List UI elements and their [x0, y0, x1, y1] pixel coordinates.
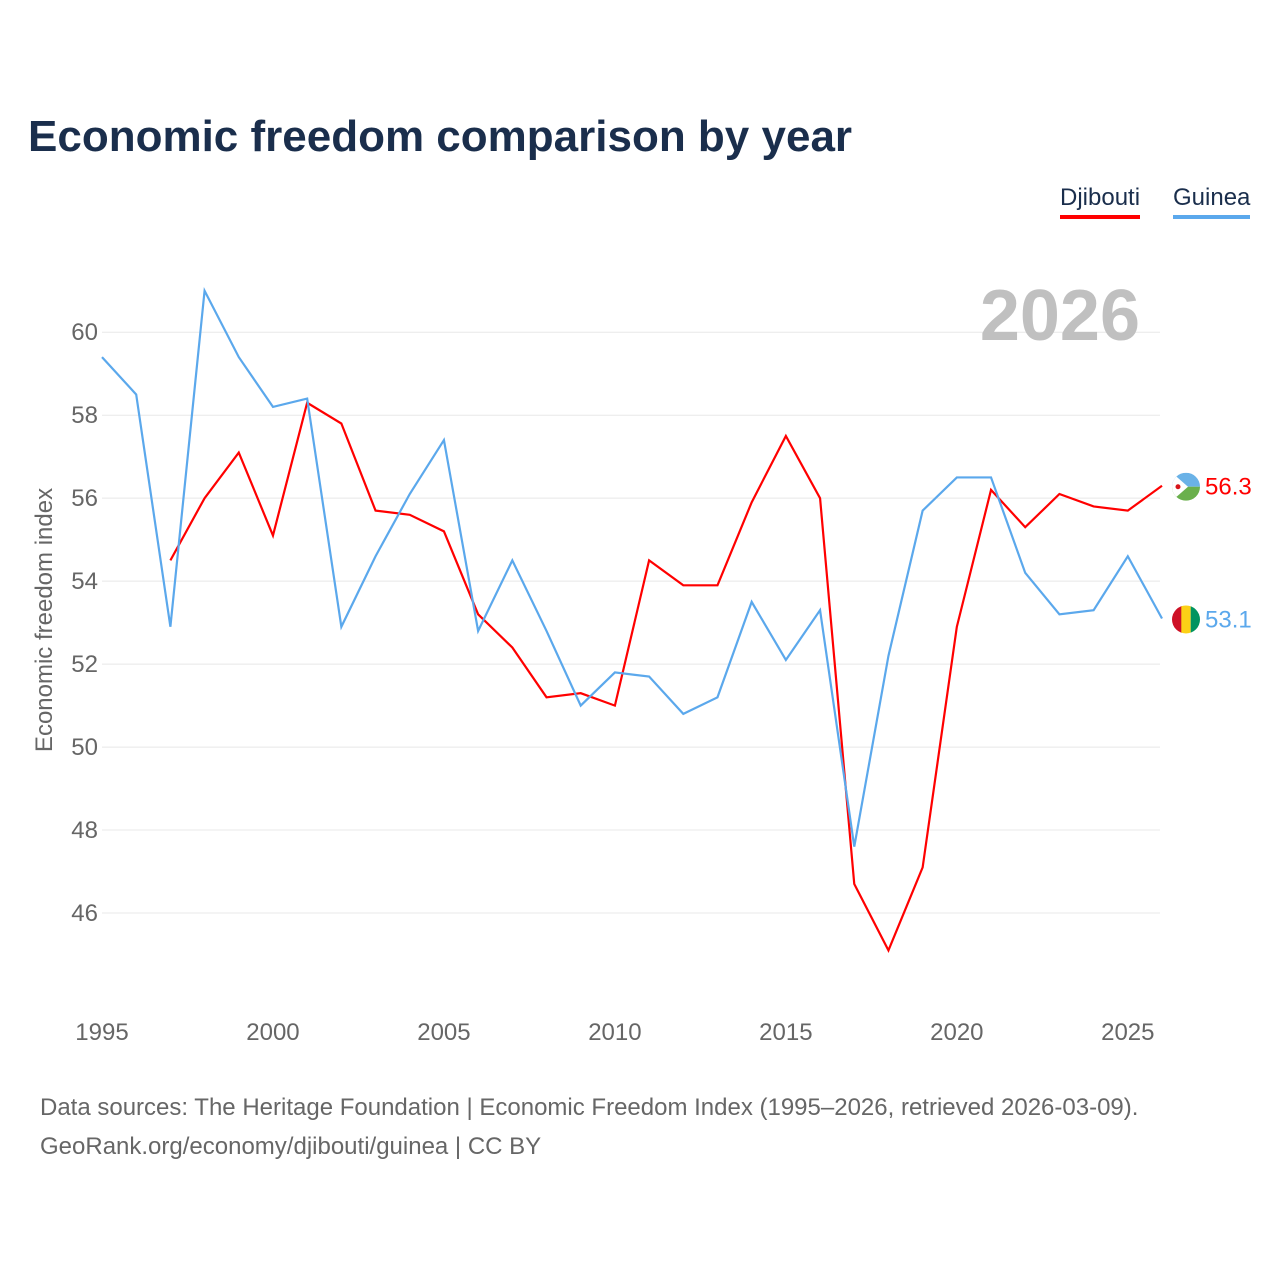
y-tick-label: 52: [71, 651, 98, 678]
source-note: Data sources: The Heritage Foundation | …: [40, 1088, 1138, 1166]
source-line-1: Data sources: The Heritage Foundation | …: [40, 1094, 1139, 1121]
end-label-guinea: 53.1: [1205, 606, 1252, 633]
flag-icon-guinea: [1172, 605, 1200, 634]
y-tick-label: 50: [71, 734, 98, 761]
x-tick-label: 2025: [1101, 1019, 1154, 1046]
x-tick-label: 2000: [246, 1019, 299, 1046]
y-tick-label: 48: [71, 817, 98, 844]
y-tick-label: 54: [71, 568, 98, 595]
x-tick-label: 2005: [417, 1019, 470, 1046]
y-tick-label: 56: [71, 485, 98, 512]
chart-title: Economic freedom comparison by year: [28, 112, 853, 161]
y-tick-label: 60: [71, 319, 98, 346]
source-line-2: GeoRank.org/economy/djibouti/guinea | CC…: [40, 1133, 542, 1160]
legend-guinea[interactable]: Guinea: [1173, 184, 1251, 219]
legend-djibouti[interactable]: Djibouti: [1060, 184, 1141, 219]
flag-icon-djibouti: [1172, 472, 1200, 501]
x-tick-label: 2015: [759, 1019, 812, 1046]
x-tick-label: 2010: [588, 1019, 641, 1046]
y-tick-label: 58: [71, 402, 98, 429]
y-tick-label: 46: [71, 900, 98, 927]
y-axis-label: Economic freedom index: [31, 488, 58, 752]
end-label-djibouti: 56.3: [1205, 474, 1252, 501]
series-line-guinea: [101, 286, 1163, 847]
x-tick-label: 1995: [75, 1019, 128, 1046]
year-watermark: 2026: [980, 276, 1140, 356]
x-tick-label: 2020: [930, 1019, 983, 1046]
